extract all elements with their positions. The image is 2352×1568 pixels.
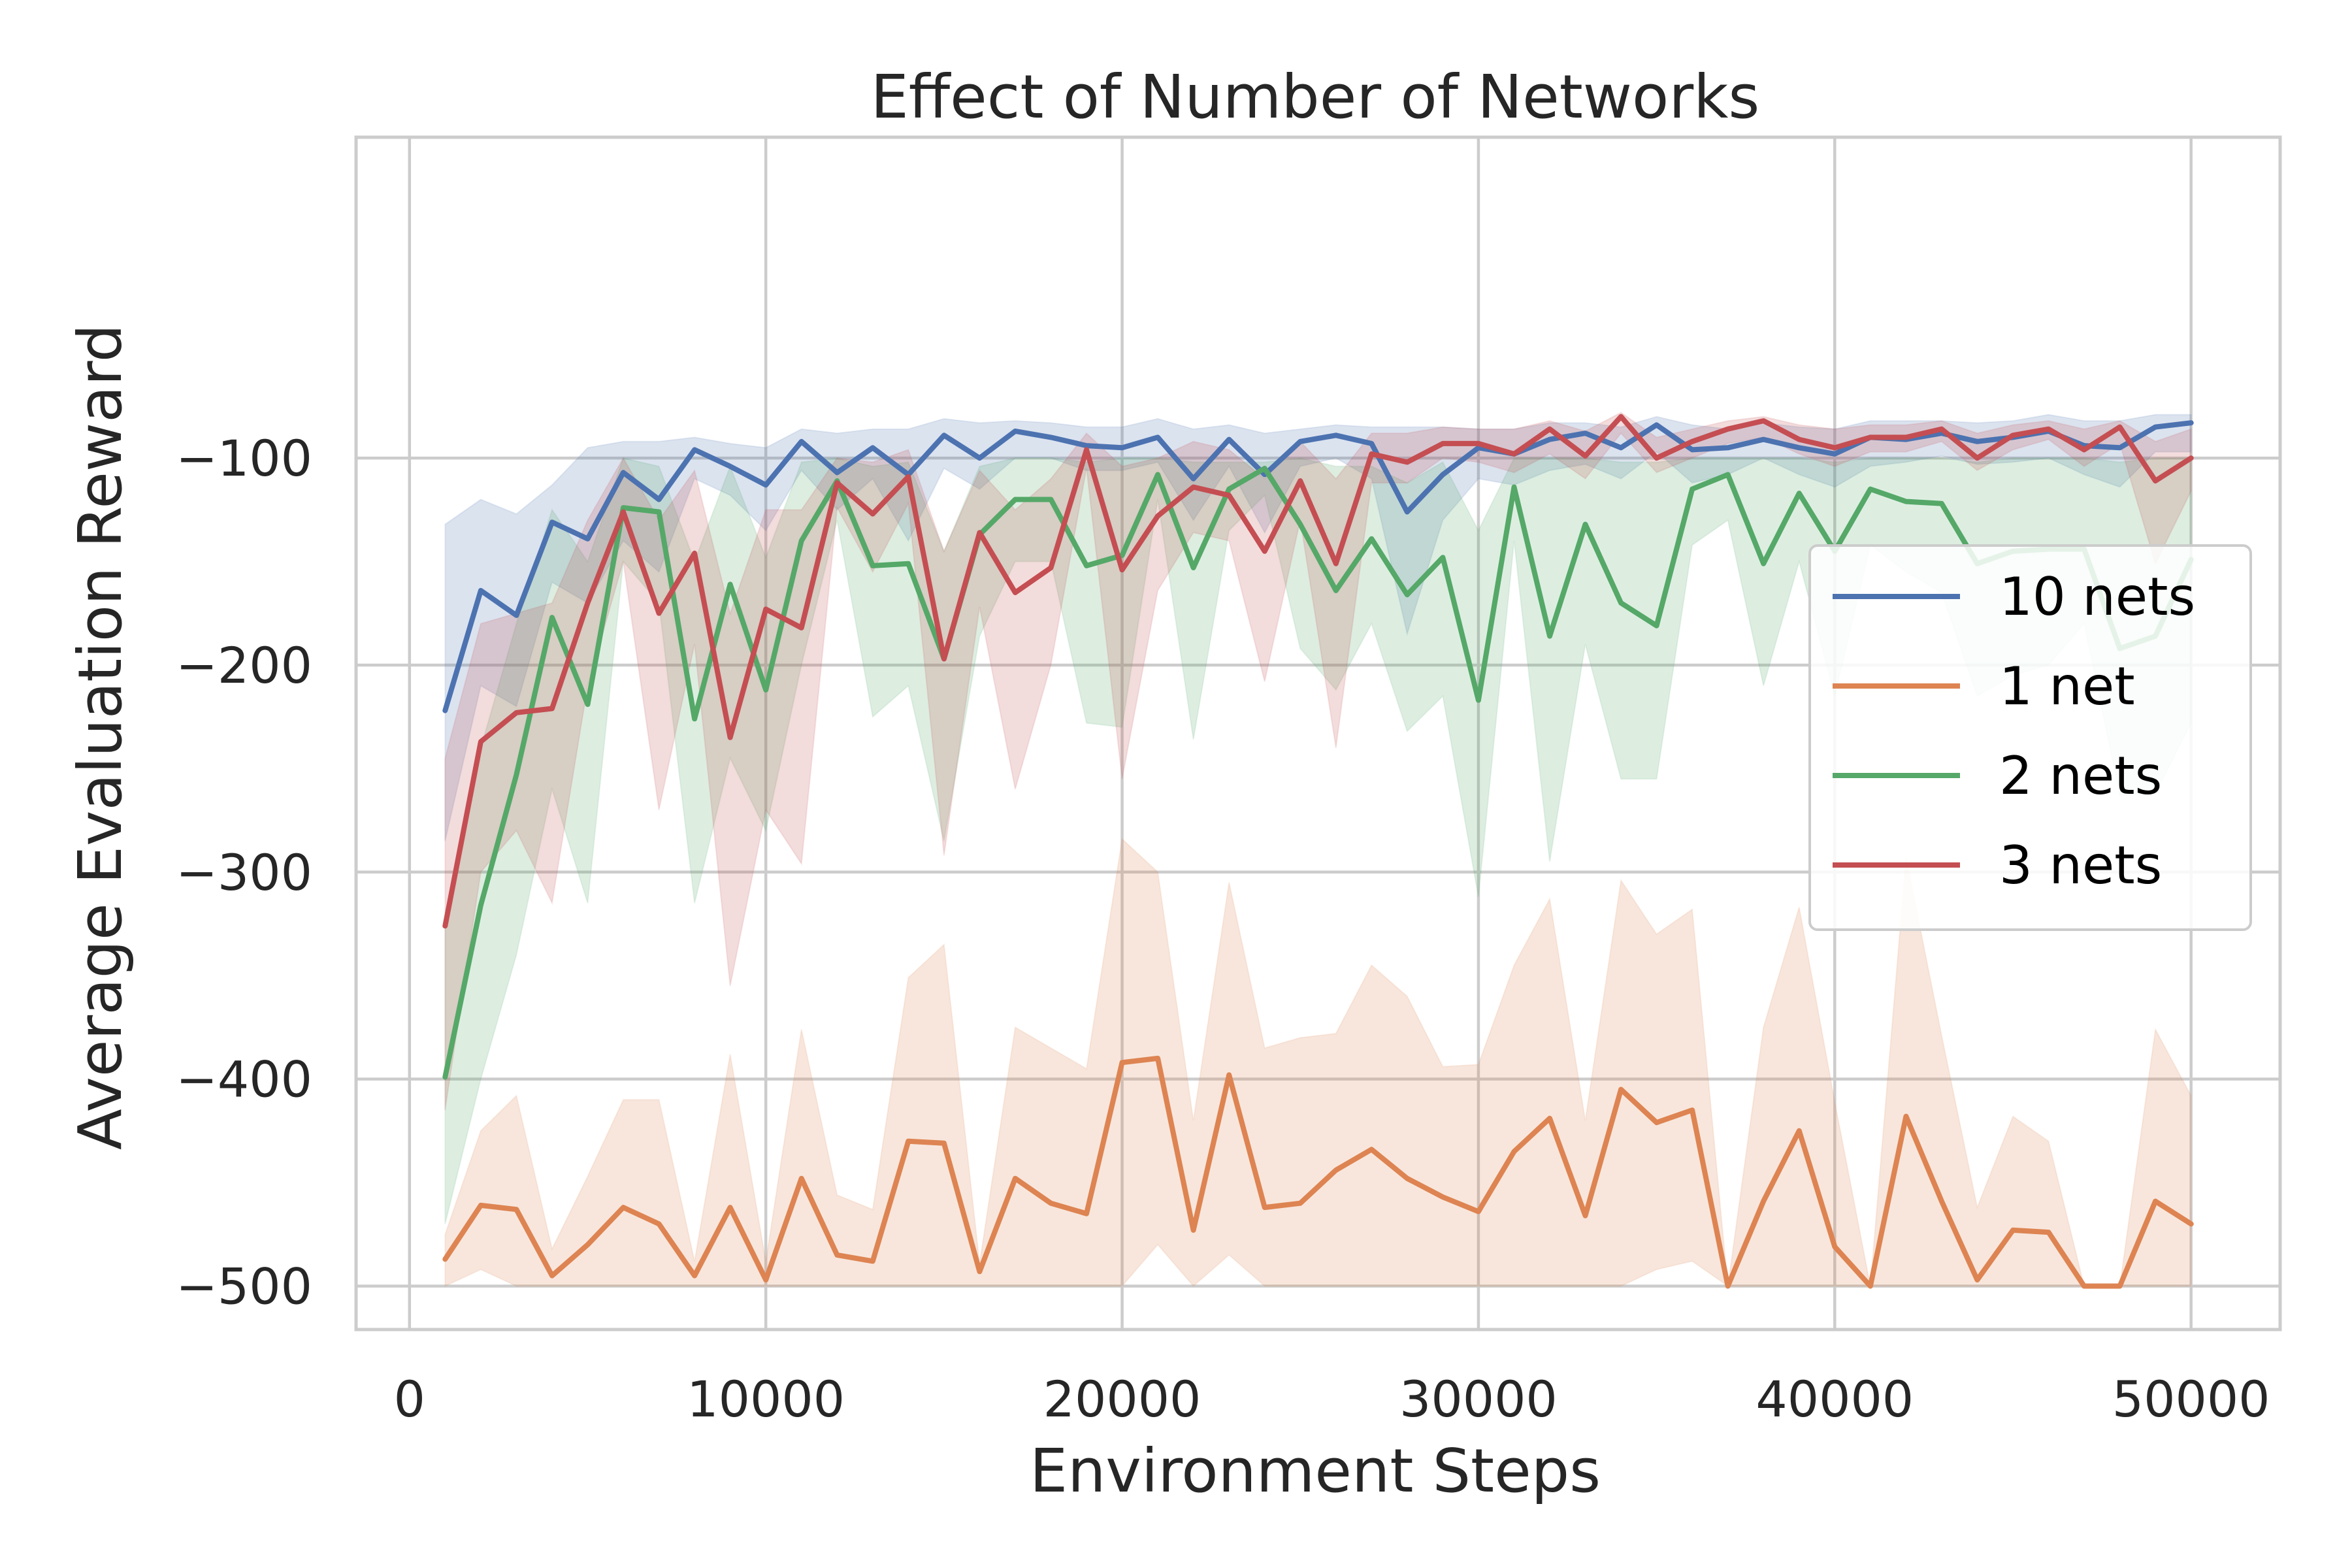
legend-label: 1 net bbox=[1999, 656, 2135, 717]
y-axis-label: Average Evaluation Reward bbox=[65, 324, 135, 1150]
legend-box bbox=[1808, 544, 2252, 931]
y-tick-label: −400 bbox=[176, 1051, 312, 1109]
x-tick-label: 0 bbox=[394, 1370, 425, 1428]
band-series-2 bbox=[444, 838, 2192, 1288]
series-lines bbox=[442, 414, 2194, 1289]
x-tick-label: 10000 bbox=[687, 1370, 845, 1428]
legend-label: 3 nets bbox=[1999, 835, 2162, 896]
y-tick-label: −500 bbox=[176, 1257, 312, 1315]
plot-frame bbox=[354, 135, 2282, 1331]
line-series-4 bbox=[442, 414, 2194, 929]
legend-label: 10 nets bbox=[1999, 566, 2195, 627]
x-tick-label: 30000 bbox=[1399, 1370, 1558, 1428]
y-tick-labels: −100 −200 −300 −400 −500 bbox=[176, 429, 312, 1315]
band-series-1 bbox=[444, 414, 2192, 841]
legend: 10 nets 1 net 2 nets 3 nets bbox=[1808, 544, 2252, 931]
chart-title: Effect of Number of Networks bbox=[871, 62, 1760, 132]
x-tick-label: 40000 bbox=[1756, 1370, 1914, 1428]
x-tick-labels: 0 10000 20000 30000 40000 50000 bbox=[394, 1370, 2270, 1428]
y-tick-label: −200 bbox=[176, 636, 312, 694]
legend-label: 2 nets bbox=[1999, 745, 2162, 806]
line-series-2 bbox=[442, 1055, 2194, 1289]
y-tick-label: −300 bbox=[176, 843, 312, 902]
grid bbox=[356, 137, 2280, 1330]
x-tick-label: 20000 bbox=[1043, 1370, 1201, 1428]
x-axis-label: Environment Steps bbox=[1030, 1436, 1601, 1506]
x-tick-label: 50000 bbox=[2112, 1370, 2270, 1428]
y-tick-label: −100 bbox=[176, 429, 312, 487]
line-series-3 bbox=[442, 465, 2194, 1080]
